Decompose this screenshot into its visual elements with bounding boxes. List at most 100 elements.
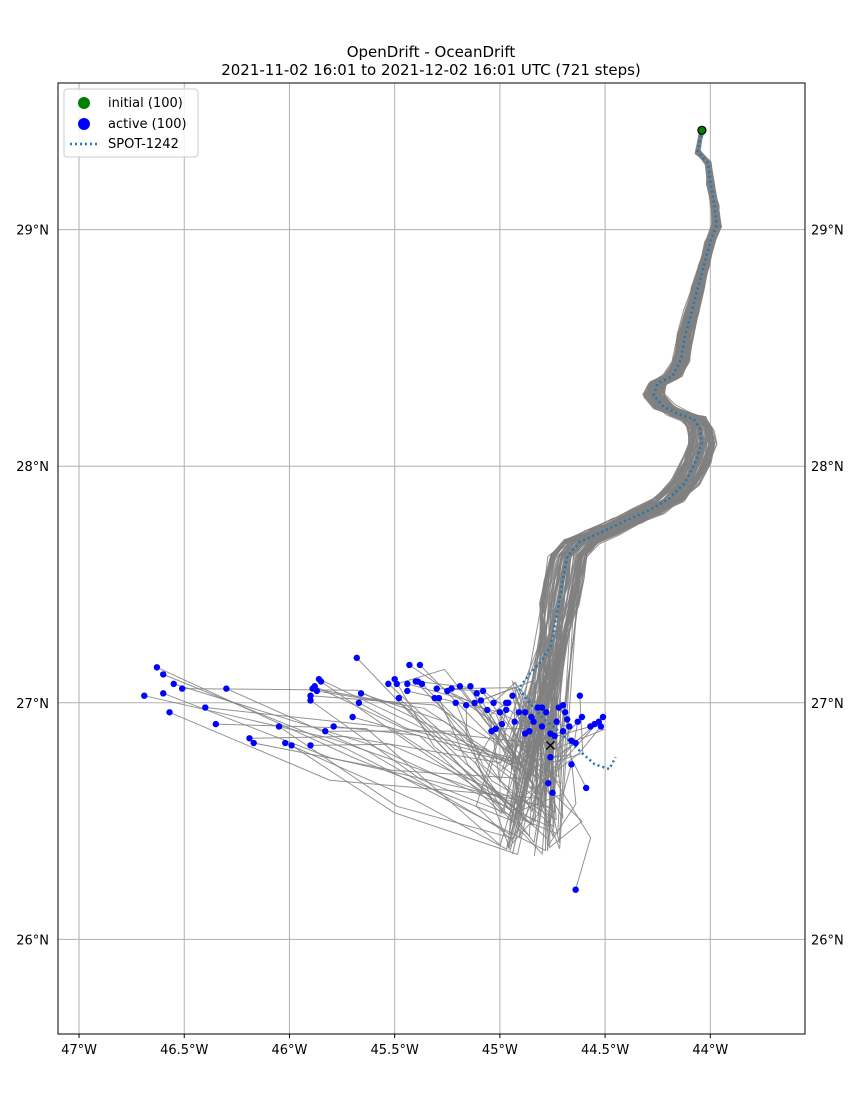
- y-tick-label-right: 29°N: [811, 224, 844, 239]
- active-point: [477, 697, 485, 704]
- active-point: [307, 742, 314, 749]
- active-point: [160, 690, 167, 697]
- legend: initial (100) active (100) SPOT-1242: [63, 88, 199, 158]
- trajectory-line: [514, 129, 722, 764]
- x-tick-label: 46.5°W: [160, 1043, 208, 1058]
- x-tick-label: 45.5°W: [371, 1043, 419, 1058]
- y-tick-label-left: 29°N: [16, 224, 49, 239]
- active-point: [538, 723, 546, 730]
- active-point: [416, 661, 424, 669]
- trajectory-line: [482, 128, 721, 743]
- active-point: [496, 709, 504, 716]
- y-tick-labels: 26°N 26°N 27°N 27°N 28°N 28°N 29°N 29°N: [16, 224, 844, 949]
- active-point: [322, 727, 329, 735]
- active-point: [357, 690, 365, 697]
- trajectory-line: [451, 129, 715, 757]
- active-point: [597, 723, 605, 730]
- plot-frame: [57, 82, 806, 1035]
- active-point: [578, 713, 586, 721]
- active-point: [250, 739, 257, 747]
- active-point: [471, 699, 478, 707]
- legend-spot-label: SPOT-1242: [108, 137, 179, 152]
- trajectory-line: [249, 128, 722, 764]
- y-tick-label-left: 27°N: [16, 697, 49, 712]
- x-tick-label: 44.5°W: [581, 1043, 629, 1058]
- trajectory-line: [316, 129, 719, 779]
- active-point: [315, 675, 323, 683]
- chart-title: OpenDrift - OceanDrift: [347, 43, 516, 61]
- active-point: [503, 706, 510, 714]
- spot-track-layer: [517, 130, 718, 771]
- active-point: [418, 680, 426, 688]
- trajectory-line: [465, 127, 718, 767]
- legend-initial-marker: [78, 97, 90, 109]
- legend-active-label: active (100): [108, 117, 187, 132]
- active-point: [288, 742, 295, 749]
- active-point: [564, 716, 571, 723]
- trajectory-line: [169, 129, 716, 800]
- y-tick-label-right: 28°N: [811, 460, 844, 475]
- active-point: [576, 692, 584, 699]
- y-tick-label-right: 26°N: [811, 933, 844, 948]
- active-point: [515, 709, 523, 716]
- trajectory-line: [407, 129, 719, 782]
- trajectory-line: [525, 130, 717, 758]
- active-point: [490, 699, 497, 707]
- active-point: [553, 718, 560, 725]
- active-point: [456, 683, 464, 690]
- active-point: [153, 664, 161, 671]
- active-point: [202, 704, 209, 711]
- legend-initial-label: initial (100): [108, 96, 183, 111]
- trajectory-line: [436, 129, 719, 763]
- active-point: [444, 687, 451, 695]
- active-point: [160, 671, 167, 678]
- active-point: [349, 713, 356, 721]
- x-tick-label: 44°W: [692, 1043, 728, 1058]
- x-tick-label: 45°W: [482, 1043, 518, 1058]
- active-point: [551, 732, 558, 740]
- trajectory-line: [474, 129, 715, 745]
- spot-track-line: [517, 130, 718, 771]
- active-point: [404, 680, 411, 688]
- active-point: [572, 886, 579, 893]
- active-points-layer: [141, 654, 607, 893]
- active-point: [547, 754, 554, 761]
- trajectory-line: [163, 129, 716, 852]
- active-point: [492, 725, 499, 733]
- active-point: [391, 675, 398, 683]
- active-point: [406, 661, 413, 669]
- trajectory-line: [205, 130, 713, 823]
- active-point: [433, 685, 440, 692]
- x-tick-label: 47°W: [61, 1043, 97, 1058]
- active-point: [572, 739, 579, 747]
- active-point: [311, 683, 318, 690]
- active-point: [526, 727, 533, 735]
- x-tick-labels: 47°W 46.5°W 46°W 45.5°W 45°W 44.5°W 44°W: [61, 1034, 728, 1058]
- trajectories: [144, 126, 723, 890]
- active-point: [431, 694, 438, 702]
- active-point: [484, 706, 491, 714]
- active-point: [511, 718, 518, 725]
- trajectory-line: [314, 126, 720, 744]
- y-tick-label-right: 27°N: [811, 697, 844, 712]
- trajectory-line: [434, 130, 714, 821]
- active-point: [412, 678, 419, 685]
- active-point: [542, 709, 550, 716]
- x-tick-label: 46°W: [272, 1043, 308, 1058]
- active-point: [503, 699, 510, 707]
- trajectory-line: [480, 129, 716, 749]
- trajectory-line: [278, 129, 717, 840]
- trajectory-line: [499, 127, 720, 855]
- active-point: [307, 692, 314, 699]
- active-point: [166, 709, 173, 716]
- active-point: [170, 680, 177, 688]
- active-point: [246, 735, 253, 742]
- active-point: [521, 709, 529, 716]
- active-point: [307, 697, 314, 704]
- y-tick-label-left: 26°N: [16, 933, 49, 948]
- active-point: [599, 713, 607, 721]
- active-point: [561, 709, 569, 716]
- active-point: [473, 690, 480, 697]
- active-point: [545, 780, 552, 787]
